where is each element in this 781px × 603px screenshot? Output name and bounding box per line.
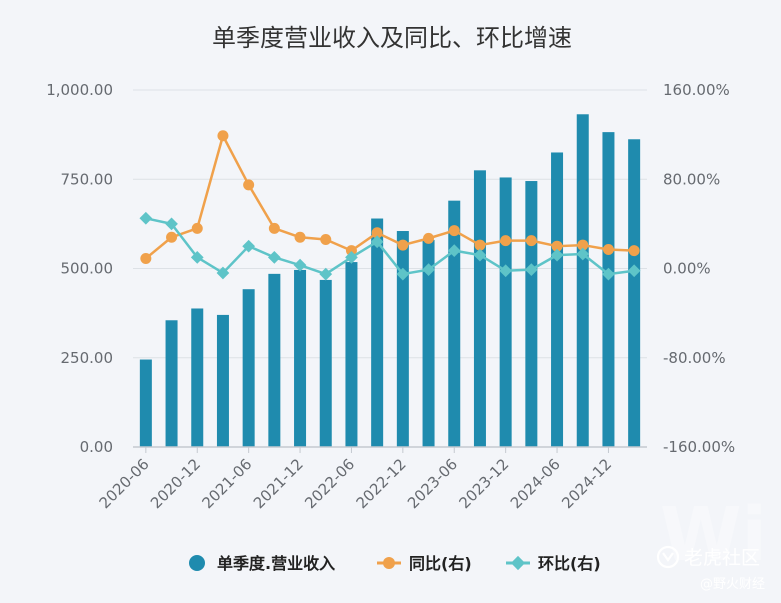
chart-title: 单季度营业收入及同比、环比增速 xyxy=(212,24,572,52)
y-right-tick-label: -160.00% xyxy=(663,438,735,456)
revenue-bar xyxy=(602,132,615,447)
qoq-line xyxy=(145,217,635,276)
y-left-tick-label: 500.00 xyxy=(61,260,114,278)
yoy-point xyxy=(217,130,229,142)
x-tick-label: 2024-12 xyxy=(558,455,615,512)
revenue-bar xyxy=(396,231,409,447)
line-series xyxy=(139,130,641,281)
revenue-bar xyxy=(139,359,152,447)
y-left-tick-label: 250.00 xyxy=(61,349,114,367)
x-tick-label: 2022-12 xyxy=(353,455,410,512)
qoq-point xyxy=(370,235,384,249)
y-right-tick-label: -80.00% xyxy=(663,349,726,367)
legend-marker-yoy xyxy=(383,557,395,569)
yoy-point xyxy=(294,231,306,243)
x-tick-label: 2023-06 xyxy=(404,455,461,512)
x-tick-label: 2020-12 xyxy=(147,455,204,512)
watermark-brand: 老虎社区 xyxy=(684,547,760,569)
yoy-point xyxy=(191,222,203,234)
revenue-bar xyxy=(319,279,332,447)
yoy-point xyxy=(602,244,614,256)
yoy-point xyxy=(371,227,383,239)
yoy-point xyxy=(474,239,486,251)
revenue-bar xyxy=(473,170,486,447)
revenue-bar xyxy=(242,289,255,447)
qoq-point xyxy=(345,250,358,264)
yoy-point xyxy=(140,252,152,264)
legend-label: 单季度.营业收入 xyxy=(217,554,335,573)
revenue-bar xyxy=(191,308,204,447)
qoq-point xyxy=(190,250,204,264)
revenue-bar xyxy=(499,177,512,447)
x-tick-label: 2021-06 xyxy=(198,455,255,512)
qoq-point xyxy=(139,211,153,225)
yoy-point xyxy=(397,239,409,251)
qoq-point xyxy=(165,217,178,231)
qoq-point xyxy=(216,266,230,280)
qoq-point xyxy=(293,258,307,272)
revenue-bar xyxy=(294,269,307,447)
y-left-tick-label: 0.00 xyxy=(80,438,113,456)
legend-marker-revenue xyxy=(189,555,205,571)
yoy-point xyxy=(320,233,332,245)
y-left-tick-label: 1,000.00 xyxy=(46,81,113,99)
legend-label: 环比(右) xyxy=(538,554,601,573)
y-left-tick-label: 750.00 xyxy=(61,170,114,188)
yoy-point xyxy=(448,225,460,237)
qoq-point xyxy=(422,263,435,276)
yoy-point xyxy=(345,245,357,257)
x-tick-label: 2024-06 xyxy=(507,455,564,512)
revenue-bar xyxy=(448,200,461,447)
qoq-point xyxy=(447,244,461,258)
revenue-bar xyxy=(268,273,281,447)
legend-label: 同比(右) xyxy=(409,554,472,573)
legend: 单季度.营业收入 同比(右) 环比(右) xyxy=(189,554,601,573)
yoy-point xyxy=(551,240,563,252)
watermark-sub: @野火财经 xyxy=(700,577,765,592)
grid-lines xyxy=(133,89,647,359)
yoy-point xyxy=(577,239,589,251)
qoq-point xyxy=(319,267,333,281)
yoy-point xyxy=(500,235,512,247)
yoy-point xyxy=(525,235,537,247)
qoq-point xyxy=(267,250,281,264)
tiger-logo-icon xyxy=(656,545,680,569)
revenue-bar xyxy=(525,181,538,447)
revenue-bar xyxy=(422,239,435,447)
revenue-bar xyxy=(551,152,564,447)
revenue-bar xyxy=(345,262,358,447)
yoy-point xyxy=(268,222,280,234)
y-right-tick-label: 160.00% xyxy=(663,81,730,99)
yoy-point xyxy=(423,232,435,244)
x-tick-label: 2023-12 xyxy=(455,455,512,512)
yoy-point xyxy=(243,179,255,191)
bar-series xyxy=(139,114,641,448)
revenue-bar xyxy=(628,139,641,448)
revenue-bar xyxy=(165,320,178,447)
yoy-point xyxy=(628,245,640,257)
watermark-letters-icon: Wi xyxy=(660,492,767,578)
y-right-tick-label: 80.00% xyxy=(663,170,720,188)
revenue-bar xyxy=(576,114,589,447)
yoy-point xyxy=(166,231,178,243)
watermark: Wi 老虎社区 @野火财经 xyxy=(656,492,767,592)
qoq-point xyxy=(499,264,513,278)
revenue-bar xyxy=(371,218,384,447)
x-tick-label: 2020-06 xyxy=(96,455,153,512)
x-tick-label: 2022-06 xyxy=(301,455,358,512)
revenue-bar xyxy=(216,314,229,447)
qoq-point xyxy=(396,267,410,281)
y-right-tick-label: 0.00% xyxy=(663,260,711,278)
x-tick-label: 2021-12 xyxy=(250,455,307,512)
legend-marker-qoq xyxy=(510,555,526,571)
qoq-point xyxy=(242,239,256,253)
